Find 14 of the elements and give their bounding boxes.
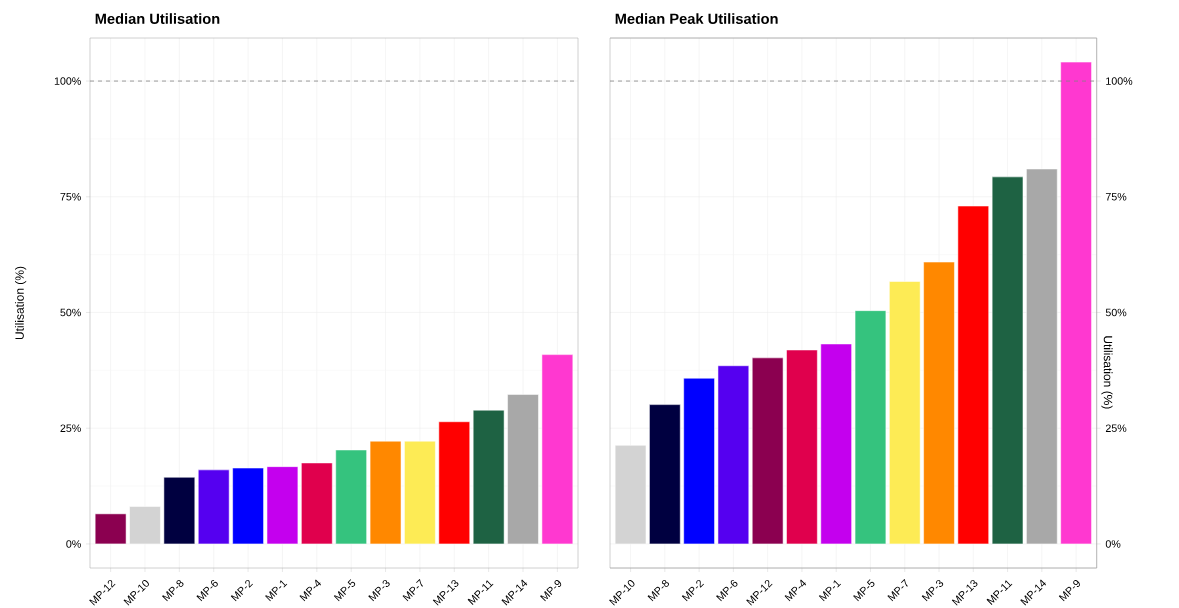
y-tick-label: 100% xyxy=(54,77,81,85)
y-tick-label: 25% xyxy=(1105,424,1127,432)
y-tick-label: 25% xyxy=(60,424,81,432)
y-tick-label: 50% xyxy=(60,308,81,317)
y-tick-label: 75% xyxy=(60,193,81,201)
y-axis-title: Utilisation (%) xyxy=(1101,336,1113,409)
y-tick-label: 0% xyxy=(66,540,81,548)
y-tick-label: 50% xyxy=(1105,308,1127,317)
y-tick-label: 75% xyxy=(1105,193,1127,201)
y-tick-label: 100% xyxy=(1106,77,1133,85)
chart-title: Median Utilisation xyxy=(95,13,220,24)
y-axis-title: Utilisation (%) xyxy=(15,266,27,340)
y-tick-label: 0% xyxy=(1105,540,1121,548)
chart-title: Median Peak Utilisation xyxy=(615,13,778,24)
